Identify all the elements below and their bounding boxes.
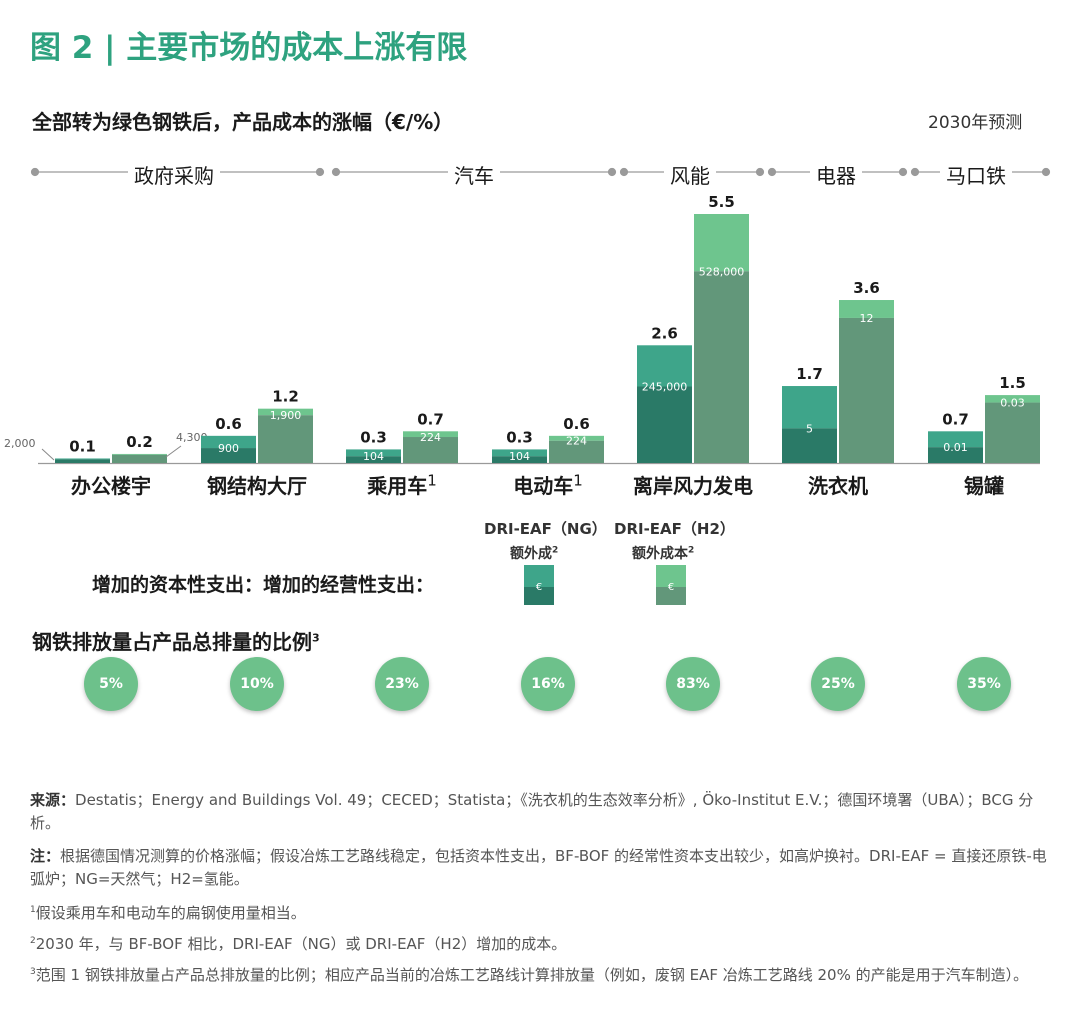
bar-opex-h2 [112,454,167,463]
source-note: 来源：Destatis；Energy and Buildings Vol. 49… [30,791,1034,832]
bar-inner-label: 2,000 [4,437,36,450]
bar-capex-h2 [549,435,604,441]
bar-value-label: 0.3 [506,428,533,446]
bar-inner-label: 104 [363,450,384,463]
product-label: 电动车1 [513,471,583,498]
bar-opex-h2 [258,415,313,463]
legend-swatch-opex-ng [524,587,554,605]
legend-swatch-capex-h2 [656,565,686,587]
bar-opex-h2 [985,402,1040,463]
bar-capex-ng [346,449,401,457]
bar-opex-ng [346,456,401,463]
emission-share-circle: 5% [84,657,138,711]
forecast-label: 2030年预测 [928,113,1023,133]
bar-opex-ng [782,428,837,463]
sector-label-wind: 风能 [664,160,716,189]
bar-chart: 0.1 2,000 0.2 4,300 0.6 900 1.2 1,900 0.3 104 0.7 2… [4,193,1040,465]
legend-ng-title: DRI-EAF（NG） [484,520,607,538]
bar-capex-ng [928,431,983,448]
bar-capex-ng [782,386,837,429]
emission-share-title: 钢铁排放量占产品总排量的比例3 [32,630,320,654]
bar-opex-h2 [694,271,749,463]
legend-h2-title: DRI-EAF（H2） [614,520,735,538]
bar-value-label: 3.6 [853,279,880,297]
bar-capex-ng [637,345,692,387]
bar-inner-label: 245,000 [642,380,688,393]
legend-h2-subtitle: 额外成本2 [632,545,695,562]
bar-value-label: 0.3 [360,428,387,446]
bar-inner-label: 0.01 [943,441,968,454]
sector-label-auto: 汽车 [448,160,500,189]
bar-capex-ng [492,449,547,457]
bar-inner-label: 104 [509,450,530,463]
bar-capex-h2 [258,408,313,416]
bar-value-label: 2.6 [651,324,678,342]
bar-opex-ng [928,447,983,463]
legend-euro-symbol: € [536,582,542,593]
emission-share-circle: 16% [521,657,575,711]
bar-capex-h2 [985,395,1040,403]
legend-euro-symbol: € [668,582,674,593]
leader-line [41,448,55,461]
bar-inner-label: 4,300 [176,431,208,444]
bar-inner-label: 224 [420,431,441,444]
bar-inner-label: 900 [218,442,239,455]
product-label: 钢结构大厅 [207,474,307,498]
product-label: 洗衣机 [808,474,868,498]
product-label: 锡罐 [964,474,1004,498]
emission-share-circle: 35% [957,657,1011,711]
footnote-3: 3范围 1 钢铁排放量占产品总排放量的比例；相应产品当前的冶炼工艺路线计算排放量… [30,966,1029,984]
figure-title: 图 2 | 主要市场的成本上涨有限 [30,30,468,66]
bar-capex-h2 [694,214,749,272]
general-note: 注：根据德国情况测算的价格涨幅；假设冶炼工艺路线稳定，包括资本性支出，BF-BO… [30,847,1047,888]
emission-share-circle: 83% [666,657,720,711]
emission-share-circle: 25% [811,657,865,711]
bar-value-label: 1.7 [796,365,823,383]
legend-label: 增加的资本性支出：增加的经营性支出： [92,574,435,596]
bar-opex-ng [201,448,256,463]
bar-value-label: 0.1 [69,437,96,455]
bar-inner-label: 1,900 [270,409,302,422]
bar-value-label: 0.7 [417,410,444,428]
bar-capex-ng [55,458,110,460]
leader-line [165,445,182,458]
emission-share-circle: 10% [230,657,284,711]
bar-value-label: 0.6 [563,415,590,433]
legend-swatch-opex-h2 [656,587,686,605]
legend-ng-subtitle: 额外成2 [510,545,559,562]
bar-value-label: 1.2 [272,388,299,406]
bar-inner-label: 12 [860,312,874,325]
product-label: 办公楼宇 [71,474,151,498]
bar-value-label: 0.6 [215,415,242,433]
bar-inner-label: 224 [566,435,587,448]
product-label: 离岸风力发电 [633,474,753,498]
bar-opex-ng [55,459,110,463]
bar-capex-h2 [403,431,458,438]
bar-capex-ng [201,435,256,449]
bar-inner-label: 0.03 [1000,397,1025,410]
bar-opex-ng [492,456,547,463]
product-label: 乘用车1 [367,471,437,498]
bar-value-label: 0.2 [126,433,153,451]
footnote-1: 1假设乘用车和电动车的扁钢使用量相当。 [30,904,306,922]
sector-label-government: 政府采购 [128,160,220,189]
emission-share-circle: 23% [375,657,429,711]
bar-value-label: 1.5 [999,374,1026,392]
footnote-2: 22030 年，与 BF-BOF 相比，DRI-EAF（NG）或 DRI-EAF… [30,935,567,953]
bar-inner-label: 5 [806,422,813,435]
sector-label-tinplate: 马口铁 [940,160,1012,189]
bar-capex-h2 [839,300,894,318]
sector-label-appliances: 电器 [810,160,862,189]
bar-value-label: 0.7 [942,410,969,428]
legend-swatch-capex-ng [524,565,554,587]
bar-value-label: 5.5 [708,193,735,211]
bar-opex-h2 [839,317,894,463]
bar-opex-h2 [549,440,604,463]
bar-capex-h2 [112,453,167,455]
bar-inner-label: 528,000 [699,265,745,278]
chart-title: 全部转为绿色钢铁后，产品成本的涨幅（€/%） [32,110,454,134]
bar-opex-h2 [403,437,458,463]
legend-swatches: € € [524,565,686,605]
bar-opex-ng [637,386,692,463]
